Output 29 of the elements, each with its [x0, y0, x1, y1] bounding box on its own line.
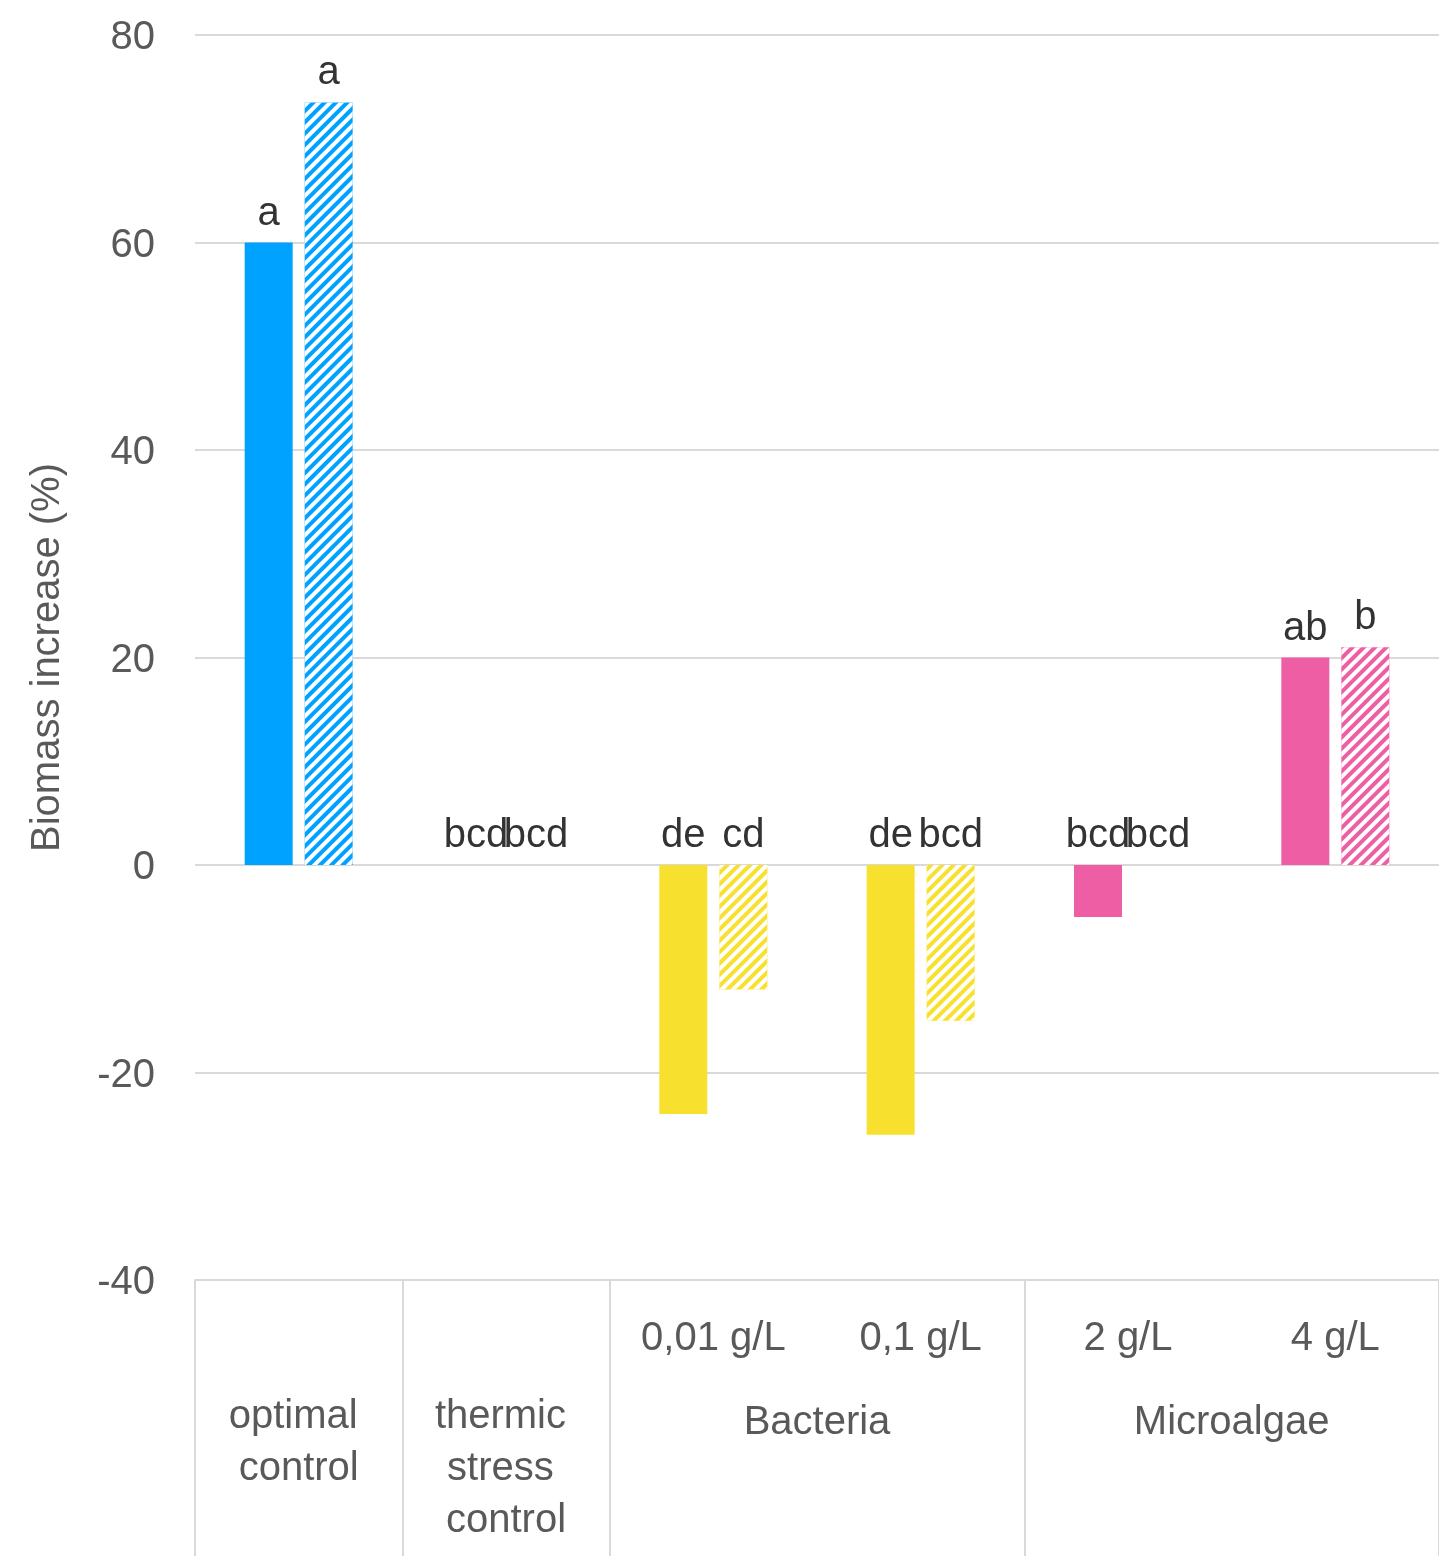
y-tick-label: 60	[110, 220, 155, 265]
data-label: de	[868, 811, 913, 855]
text: Bacteria	[743, 1398, 892, 1442]
data-label: cd	[722, 811, 765, 855]
data-label: de	[661, 811, 706, 855]
bar	[866, 865, 915, 1135]
x-tick-label: 4 g/L	[1290, 1314, 1380, 1358]
text: Microalgae	[1133, 1398, 1330, 1442]
y-tick-label: -40	[97, 1258, 155, 1302]
bar	[1281, 657, 1330, 865]
data-label: a	[317, 48, 341, 93]
data-label: b	[1354, 593, 1377, 638]
y-tick-label: 80	[110, 13, 155, 57]
bar	[1074, 865, 1122, 917]
x-tick-label: thermic stress control	[434, 1392, 578, 1540]
data-label: a	[257, 188, 281, 233]
y-tick-label: -20	[97, 1050, 155, 1095]
data-label: bcd	[918, 811, 983, 855]
y-axis-title: Biomass increase (%)	[23, 462, 67, 853]
x-tick-label: optimal control	[228, 1392, 369, 1488]
data-label: ab	[1283, 603, 1328, 648]
bar	[244, 242, 293, 865]
bar	[659, 865, 708, 1114]
x-tick-label: 0,01 g/L	[641, 1314, 786, 1358]
y-tick-label: 40	[110, 428, 155, 472]
x-tick-label: 0,1 g/L	[859, 1314, 982, 1358]
y-tick-label: 20	[110, 635, 155, 680]
y-tick-label: 0	[132, 843, 155, 887]
x-tick-label: 2 g/L	[1083, 1314, 1173, 1358]
